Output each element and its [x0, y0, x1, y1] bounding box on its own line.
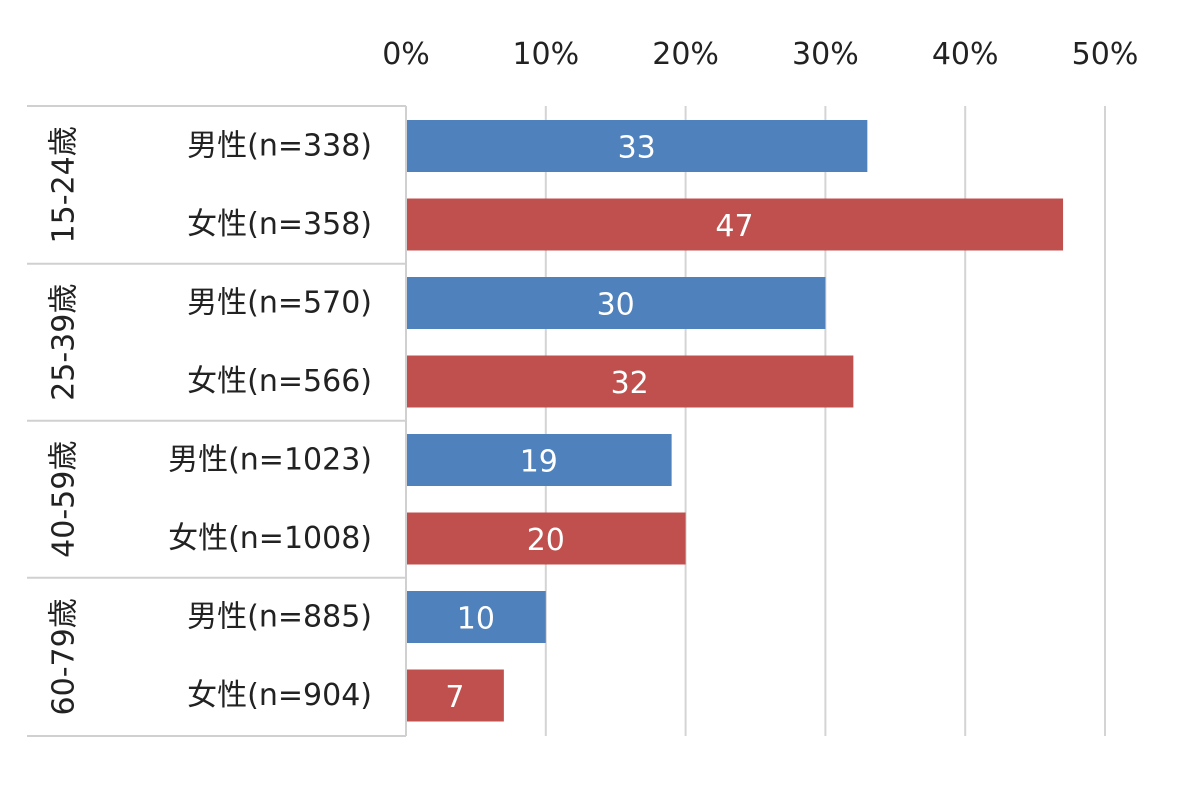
group-label: 60-79歳 [47, 598, 82, 715]
bar-male [407, 591, 546, 643]
row-label: 女性(n=904) [187, 678, 372, 713]
bar-male [407, 277, 826, 329]
x-tick-label: 50% [1072, 37, 1139, 72]
bar-male [407, 120, 868, 172]
category-table: 15-24歳 男性(n=338) 女性(n=358) 25-39歳 男性(n=570) 女… [27, 105, 407, 737]
x-tick-label: 0% [382, 37, 430, 72]
bars: 33 47 30 32 19 20 10 7 [407, 120, 1064, 722]
x-axis-ticks: 0% 10% 20% 30% 40% 50% [382, 37, 1138, 72]
group-label: 15-24歳 [47, 126, 82, 243]
x-tick-label: 10% [512, 37, 579, 72]
bar-female [407, 355, 854, 408]
x-tick-label: 30% [792, 37, 859, 72]
data-label: 33 [618, 131, 656, 166]
data-label: 7 [445, 680, 464, 715]
bar-female [407, 198, 1064, 251]
row-label: 男性(n=1023) [168, 443, 372, 478]
data-label: 19 [520, 445, 558, 480]
row-label: 男性(n=885) [187, 600, 372, 635]
data-label: 32 [611, 366, 649, 401]
bar-female [407, 669, 504, 722]
row-label: 女性(n=358) [187, 207, 372, 242]
row-label: 男性(n=570) [187, 286, 372, 321]
bar-female [407, 512, 686, 565]
row-label: 男性(n=338) [187, 129, 372, 164]
x-tick-label: 20% [652, 37, 719, 72]
x-tick-label: 40% [932, 37, 999, 72]
data-label: 20 [527, 523, 565, 558]
group-label: 25-39歳 [47, 284, 82, 401]
bar-male [407, 434, 672, 486]
data-label: 30 [597, 288, 635, 323]
row-label: 女性(n=566) [187, 364, 372, 399]
group-label: 40-59歳 [47, 441, 82, 558]
data-label: 10 [457, 602, 495, 637]
row-label: 女性(n=1008) [168, 521, 372, 556]
data-label: 47 [715, 209, 753, 244]
